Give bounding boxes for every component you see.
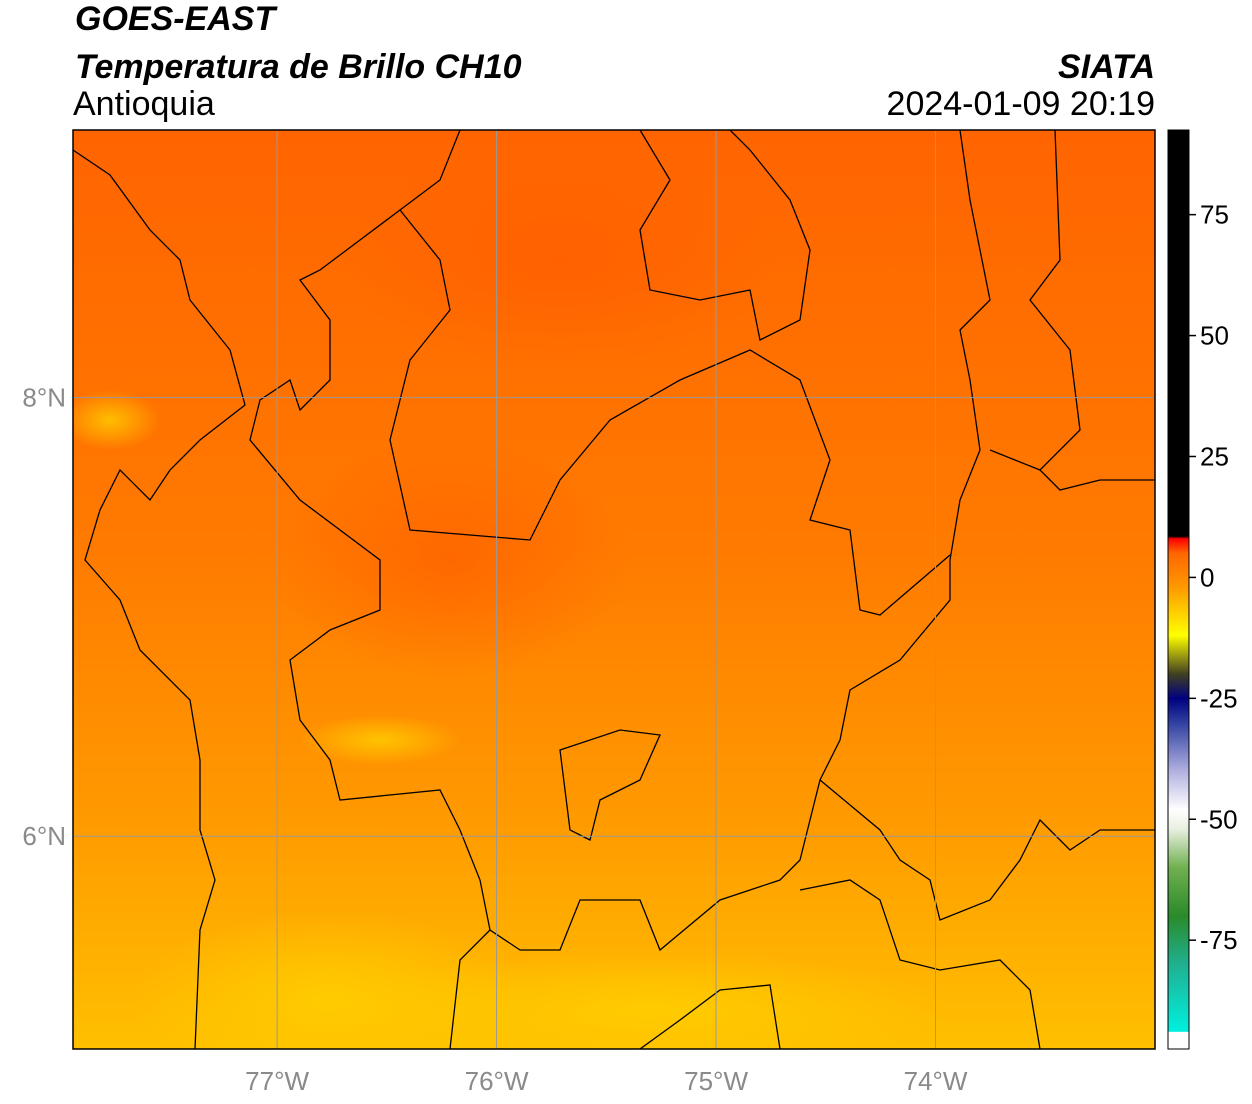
y-tick-label: 8°N xyxy=(22,383,66,413)
colorbar-tick-label: -25 xyxy=(1200,683,1238,713)
map-frame xyxy=(72,129,1156,1050)
y-tick-label: 6°N xyxy=(22,821,66,851)
region: Antioquia xyxy=(73,85,215,123)
colorbar xyxy=(1167,129,1190,1050)
colorbar-tick-label: -75 xyxy=(1200,925,1238,955)
x-tick-label: 75°W xyxy=(684,1066,748,1096)
source: SIATA xyxy=(1058,48,1155,86)
grid xyxy=(73,130,1155,1049)
colorbar-tick-label: 25 xyxy=(1200,441,1229,471)
colorbar-tick-label: -50 xyxy=(1200,804,1238,834)
field xyxy=(73,130,1155,1049)
colorbar-tick-label: 0 xyxy=(1200,562,1214,592)
title: GOES-EAST xyxy=(75,0,278,38)
x-tick-label: 76°W xyxy=(465,1066,529,1096)
datetime: 2024-01-09 20:19 xyxy=(887,85,1155,123)
subtitle: Temperatura de Brillo CH10 xyxy=(75,48,522,86)
colorbar-tick-label: 75 xyxy=(1200,200,1229,230)
x-tick-label: 77°W xyxy=(245,1066,309,1096)
colorbar-tick-label: 50 xyxy=(1200,321,1229,351)
x-tick-label: 74°W xyxy=(904,1066,968,1096)
